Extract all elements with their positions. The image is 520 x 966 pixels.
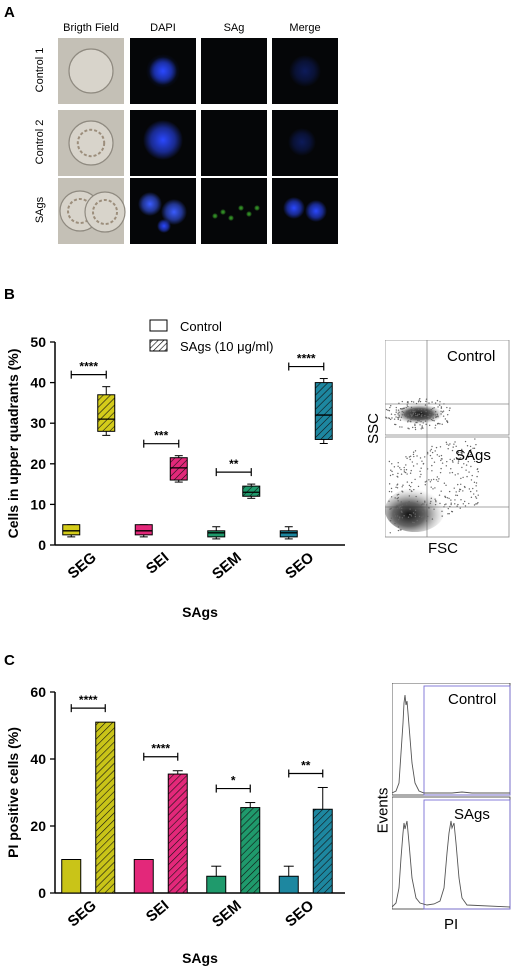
x-tick-label: SEO — [282, 897, 317, 931]
bar-seo-control — [278, 875, 299, 894]
x-axis-label: SAgs — [182, 604, 218, 620]
nucleus-stain — [157, 219, 171, 233]
y-tick-label: 0 — [38, 537, 46, 553]
x-tick-label: SEM — [209, 897, 245, 931]
hist-bottom-label: SAgs — [454, 806, 490, 823]
nucleus-stain — [289, 55, 321, 87]
bar-sei-sags — [167, 773, 188, 894]
bar-seg-control — [61, 859, 82, 894]
legend-label-sags: SAgs (10 μg/ml) — [180, 339, 273, 354]
nucleus-stain — [138, 192, 162, 216]
scatter-flow-plot: Control SAgs — [385, 340, 510, 540]
micro-column-header: Brigth Field — [63, 22, 119, 34]
x-tick-label: SEG — [65, 897, 100, 930]
micro-image-cell — [201, 178, 267, 244]
micro-image-cell — [201, 38, 267, 104]
significance-stars: **** — [151, 742, 170, 756]
y-tick-label: 30 — [30, 415, 46, 431]
flow-bottom-label: SAgs — [455, 447, 491, 464]
box-seg-sags — [97, 394, 116, 432]
nucleus-stain — [288, 128, 316, 156]
significance-stars: **** — [79, 360, 98, 374]
bar-seo-sags — [312, 808, 333, 894]
hist-top-label: Control — [448, 691, 497, 708]
microscopy-grid: Brigth Field DAPI SAg Merge Control 1 Control… — [0, 0, 520, 250]
sag-signal — [238, 205, 244, 211]
significance-stars: ** — [229, 457, 239, 471]
legend-swatch-sags — [149, 339, 168, 352]
x-axis-label: SAgs — [182, 950, 218, 966]
significance-stars: * — [231, 774, 236, 788]
y-tick-label: 50 — [30, 334, 46, 350]
significance-stars: ** — [301, 758, 311, 772]
box-sei-sags — [169, 457, 188, 481]
y-axis-label: Cells in upper quadrants (%) — [5, 349, 21, 539]
cell-granules — [76, 128, 106, 158]
significance-stars: **** — [297, 352, 316, 366]
x-tick-label: SEI — [143, 897, 172, 926]
nucleus-stain — [143, 120, 183, 160]
hist-y-axis-label: Events — [374, 787, 392, 834]
flow-top-label: Control — [447, 348, 496, 365]
bar-seg-sags — [95, 721, 116, 894]
y-tick-label: 40 — [30, 751, 46, 767]
y-tick-label: 10 — [30, 496, 46, 512]
significance-stars: *** — [154, 429, 168, 443]
sag-signal — [254, 205, 260, 211]
panel-a-letter: A — [4, 4, 15, 21]
x-tick-label: SEO — [282, 549, 317, 583]
bar-sem-control — [206, 875, 227, 894]
x-tick-label: SEI — [143, 549, 172, 578]
box-plot-chart: 0 10 20 30 40 50 Cells in upper quadrants (%) S… — [5, 319, 345, 620]
box-sem-control — [207, 530, 226, 538]
sag-signal — [228, 215, 234, 221]
nucleus-stain — [283, 197, 305, 219]
cell-outline — [84, 191, 126, 233]
sag-signal — [246, 211, 252, 217]
y-tick-label: 0 — [38, 885, 46, 901]
micro-column-header: Merge — [289, 22, 321, 34]
histogram-plot: Control SAgs — [392, 683, 512, 911]
nucleus-stain — [161, 199, 187, 225]
y-tick-label: 20 — [30, 818, 46, 834]
nucleus-stain — [149, 57, 177, 85]
bar-chart: 0 20 40 60 PI positive cells (%) SAgs **** SEG *… — [5, 684, 345, 966]
nucleus-stain — [305, 200, 327, 222]
box-sem-sags — [242, 485, 261, 497]
cell-outline — [68, 120, 114, 166]
y-tick-label: 40 — [30, 375, 46, 391]
sag-signal — [212, 213, 218, 219]
micro-image-cell — [201, 110, 267, 176]
cell-outline — [68, 48, 114, 94]
cell-granules — [92, 199, 118, 225]
x-tick-label: SEM — [209, 549, 245, 583]
micro-column-header: SAg — [223, 22, 245, 34]
flow-x-axis-label: FSC — [428, 540, 458, 557]
panel-c-letter: C — [4, 652, 15, 669]
y-axis-label: PI positive cells (%) — [5, 727, 21, 858]
y-tick-label: 20 — [30, 456, 46, 472]
bar-sem-sags — [240, 807, 261, 894]
hist-x-axis-label: PI — [444, 916, 459, 933]
box-seo-sags — [314, 382, 333, 440]
panel-b-letter: B — [4, 286, 15, 303]
flow-y-axis-label: SSC — [364, 413, 382, 444]
legend-label-control: Control — [180, 319, 222, 334]
micro-column-header: DAPI — [150, 22, 176, 34]
significance-stars: **** — [79, 693, 98, 707]
sag-signal — [220, 209, 226, 215]
box-seg-control — [62, 524, 81, 536]
box-sei-control — [134, 524, 153, 536]
box-seo-control — [279, 530, 298, 538]
bar-sei-control — [133, 859, 154, 894]
legend-swatch-control — [149, 319, 168, 332]
x-tick-label: SEG — [65, 549, 100, 582]
y-tick-label: 60 — [30, 684, 46, 700]
